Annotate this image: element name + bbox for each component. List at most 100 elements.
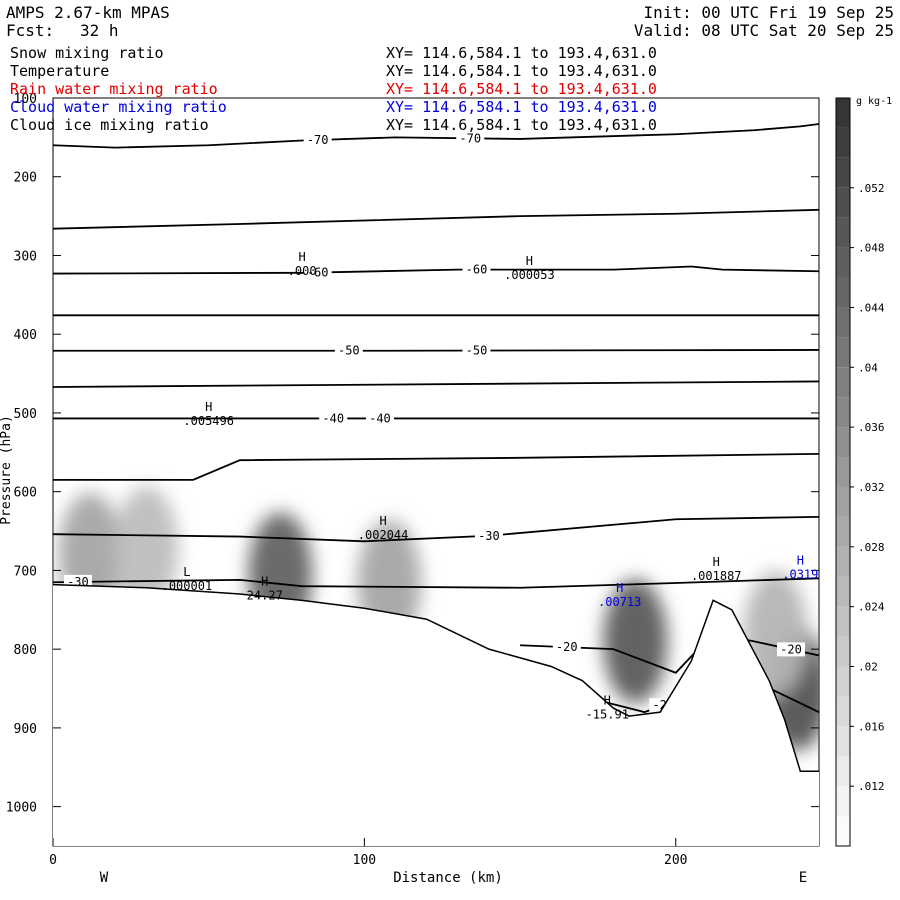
temperature-contour [53,349,819,352]
extremum-value: .001887 [691,569,742,583]
field-xy-rain: XY= 114.6,584.1 to 193.4,631.0 [386,80,657,98]
colorbar-bin [836,397,850,428]
colorbar-tick-label: .032 [858,481,885,494]
x-axis-title: Distance (km) [393,870,503,886]
contour-label: -30 [478,529,500,543]
valid-time: Valid: 08 UTC Sat 20 Sep 25 [633,21,894,40]
colorbar-tick-label: .012 [858,780,885,793]
colorbar-bin [836,307,850,338]
model-title: AMPS 2.67-km MPAS [6,3,170,22]
temperature-contour [53,380,819,388]
extremum-marker: H [261,575,268,589]
x-tick-label: 100 [353,853,376,868]
colorbar-frame [835,97,851,847]
extremum-value: .000001 [162,579,213,593]
extremum-value: .005496 [183,414,234,428]
colorbar-tick-label: .028 [858,541,885,554]
snow-shading [114,486,179,611]
colorbar-bin [836,217,850,248]
colorbar-bin [836,98,850,128]
extremum-marker: H [604,693,611,707]
contour-label: -50 [466,344,488,358]
y-tick-label: 500 [14,407,37,422]
y-tick-label: 200 [14,171,37,186]
contour-label-bg [334,343,363,358]
contour-label-bg [319,411,348,426]
temperature-contour [53,515,819,543]
colorbar-tick-label: .024 [858,601,885,614]
colorbar-bin [836,127,850,158]
extremum-value: .002044 [358,528,409,542]
colorbar-tick-label: .016 [858,720,885,733]
colorbar-bin [836,576,850,607]
contour-label-bg [474,528,503,543]
extremum-marker: L [183,565,190,579]
extremum-marker: H [379,514,386,528]
forecast-hours: 32 h [80,21,119,40]
y-axis-title: Pressure (hPa) [0,415,14,525]
temperature-contour [53,265,819,275]
extremum-value: .00713 [598,595,641,609]
colorbar-bin [836,157,850,188]
colorbar-unit: g kg-1 [856,96,892,107]
y-tick-label: 400 [14,328,37,343]
contour-label: -60 [307,265,329,279]
colorbar-bin [836,247,850,278]
colorbar-tick-label: .048 [858,242,885,255]
field-name-temperature: Temperature [10,62,110,80]
contour-label-bg [456,131,485,146]
colorbar-bin [836,756,850,787]
y-tick-label: 300 [14,249,37,264]
field-name-rain: Rain water mixing ratio [10,80,218,98]
colorbar-bin [836,696,850,727]
extremum-marker: H [298,250,305,264]
y-tick-label: 1000 [6,801,37,816]
field-name-cloud-water: Cloud water mixing ratio [10,98,227,116]
colorbar-bin [836,726,850,757]
temperature-contour [53,208,819,230]
colorbar-bin [836,277,850,308]
field-xy-snow: XY= 114.6,584.1 to 193.4,631.0 [386,44,657,62]
contour-label-bg [303,265,332,280]
y-tick-label: 100 [14,92,37,107]
field-xy-cloud-ice: XY= 114.6,584.1 to 193.4,631.0 [386,116,657,134]
extremum-marker: H [526,254,533,268]
contour-label: -60 [466,263,488,277]
extremum-value: .000053 [504,268,555,282]
x-tick-label: 200 [664,853,687,868]
contour-label: -70 [307,133,329,147]
contour-label-bg [462,343,491,358]
y-tick-label: 700 [14,564,37,579]
contour-label: -50 [338,344,360,358]
extremum-marker: H [797,553,804,567]
snow-shading [603,579,668,704]
colorbar-bin [836,486,850,517]
colorbar-tick-label: .02 [858,660,878,673]
extremum-value: .0319 [782,567,818,581]
contour-label: -20 [556,640,578,654]
field-name-snow: Snow mixing ratio [10,44,164,62]
colorbar-bin [836,816,850,846]
colorbar-bin [836,606,850,637]
contour-label-bg [462,262,491,277]
colorbar-bin [836,546,850,577]
field-xy-temperature: XY= 114.6,584.1 to 193.4,631.0 [386,62,657,80]
field-name-cloud-ice: Cloud ice mixing ratio [10,116,209,134]
colorbar-tick-label: .04 [858,361,878,374]
colorbar-bin [836,516,850,547]
y-tick-label: 900 [14,722,37,737]
terrain-line [53,583,819,772]
contour-label: -40 [369,411,391,425]
field-xy-cloud-water: XY= 114.6,584.1 to 193.4,631.0 [386,98,657,116]
east-label: E [799,870,807,886]
colorbar-bin [836,427,850,458]
extremum-marker: H [616,581,623,595]
colorbar-bin [836,457,850,487]
x-tick-label: 0 [49,853,57,868]
temperature-contour [53,577,819,589]
contour-label: -40 [322,411,344,425]
y-tick-label: 800 [14,643,37,658]
colorbar-tick-label: .052 [858,182,885,195]
contour-label: -70 [459,131,481,145]
